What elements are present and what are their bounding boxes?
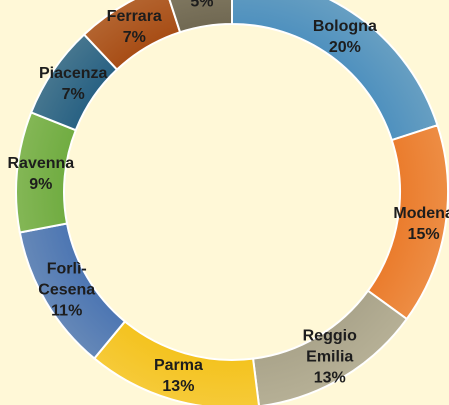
slice-percent: 7% (61, 86, 85, 104)
slice-label-rimini: 5% (190, 0, 213, 13)
slice-name: Piacenza (38, 65, 108, 83)
slice-percent: 11% (51, 302, 83, 320)
slice-label-modena: Modena 15% (393, 203, 449, 245)
donut-slice-rimini (168, 0, 233, 34)
slice-name: Bologna (312, 17, 377, 35)
slice-name: Reggio (302, 327, 357, 345)
slice-name: Modena (393, 205, 449, 223)
slice-label-piacenza: Piacenza 7% (39, 63, 107, 105)
slice-percent: 15% (407, 226, 440, 244)
slice-label-bologna: Bologna 20% (313, 16, 377, 58)
slice-name: Ravenna (7, 154, 75, 172)
slice-label-forli-cesena: Forlì- Cesena 11% (38, 258, 95, 321)
slice-label-parma: Parma 13% (154, 355, 203, 397)
slice-percent: 13% (162, 378, 195, 396)
slice-name: Parma (153, 357, 203, 375)
slice-percent: 13% (313, 369, 346, 387)
slice-name: Ferrara (106, 7, 162, 25)
slice-name: Cesena (38, 281, 96, 299)
slice-label-ferrara: Ferrara 7% (107, 6, 162, 48)
slice-percent: 20% (328, 38, 361, 56)
slice-label-ravenna: Ravenna 9% (7, 153, 74, 195)
slice-name: Forlì- (46, 260, 87, 278)
slice-name: Emilia (306, 348, 354, 366)
donut-slice-reggio-emilia (251, 289, 409, 405)
slice-label-reggio-emilia: Reggio Emilia 13% (303, 326, 357, 389)
slice-percent: 5% (190, 0, 214, 11)
slice-percent: 9% (29, 175, 53, 193)
slice-percent: 7% (122, 28, 146, 46)
